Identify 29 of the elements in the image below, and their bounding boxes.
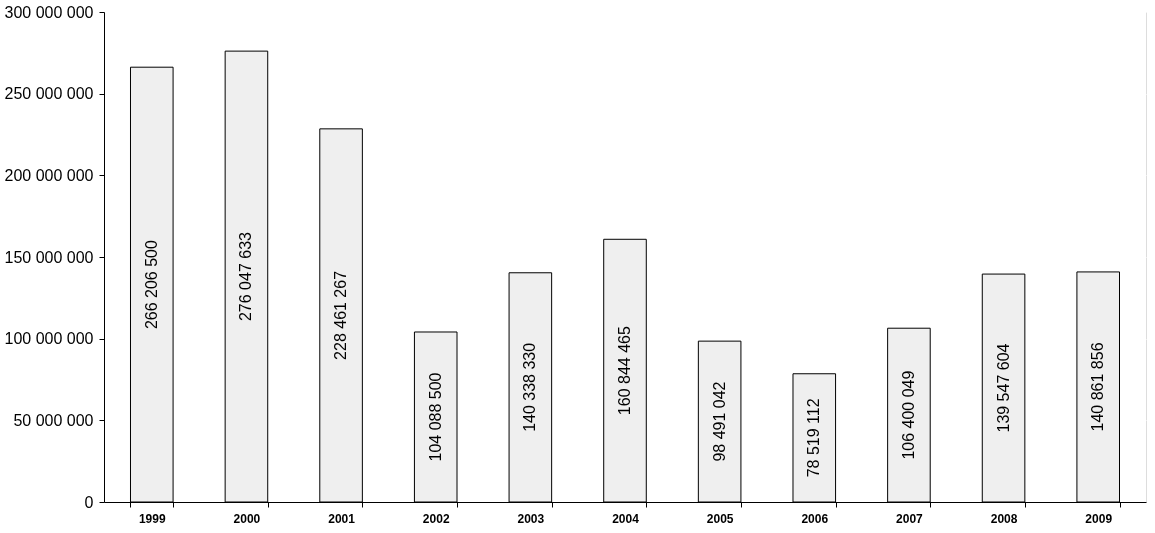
data-label: 140 338 330 [521,342,539,432]
data-label: 266 206 500 [142,240,160,330]
data-label: 106 400 049 [899,370,917,460]
data-label: 228 461 267 [332,270,350,360]
x-tick-label: 2004 [612,511,640,526]
data-label: 160 844 465 [616,326,633,416]
x-tick-label: 2006 [801,511,829,526]
y-tick-label: 150 000 000 [4,248,94,266]
data-label: 104 088 500 [426,372,444,462]
data-label: 276 047 633 [237,231,255,322]
x-tick-label: 2003 [517,511,545,526]
y-tick-label: 0 [84,493,94,511]
data-label: 78 519 112 [805,398,823,478]
x-tick-label: 2007 [896,511,924,526]
y-tick-label: 50 000 000 [13,411,94,429]
data-label: 98 491 042 [710,381,728,462]
data-label: 140 861 856 [1089,342,1107,432]
data-label: 139 547 604 [994,343,1012,433]
x-tick-label: 1999 [138,511,166,526]
x-tick-label: 2002 [422,511,450,526]
y-tick-label: 200 000 000 [4,166,94,184]
y-tick-label: 100 000 000 [4,330,94,348]
x-tick-label: 2009 [1085,511,1113,526]
x-tick-label: 2005 [706,511,734,526]
x-tick-label: 2000 [233,511,261,526]
y-tick-label: 250 000 000 [4,85,94,103]
x-tick-label: 2001 [328,511,356,526]
y-tick-label: 300 000 000 [4,3,94,21]
x-tick-label: 2008 [990,511,1018,526]
